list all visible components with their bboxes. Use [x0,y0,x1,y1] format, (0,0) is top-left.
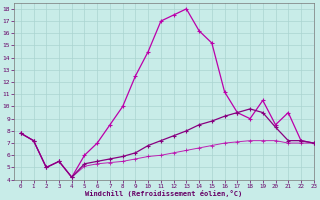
X-axis label: Windchill (Refroidissement éolien,°C): Windchill (Refroidissement éolien,°C) [85,190,243,197]
